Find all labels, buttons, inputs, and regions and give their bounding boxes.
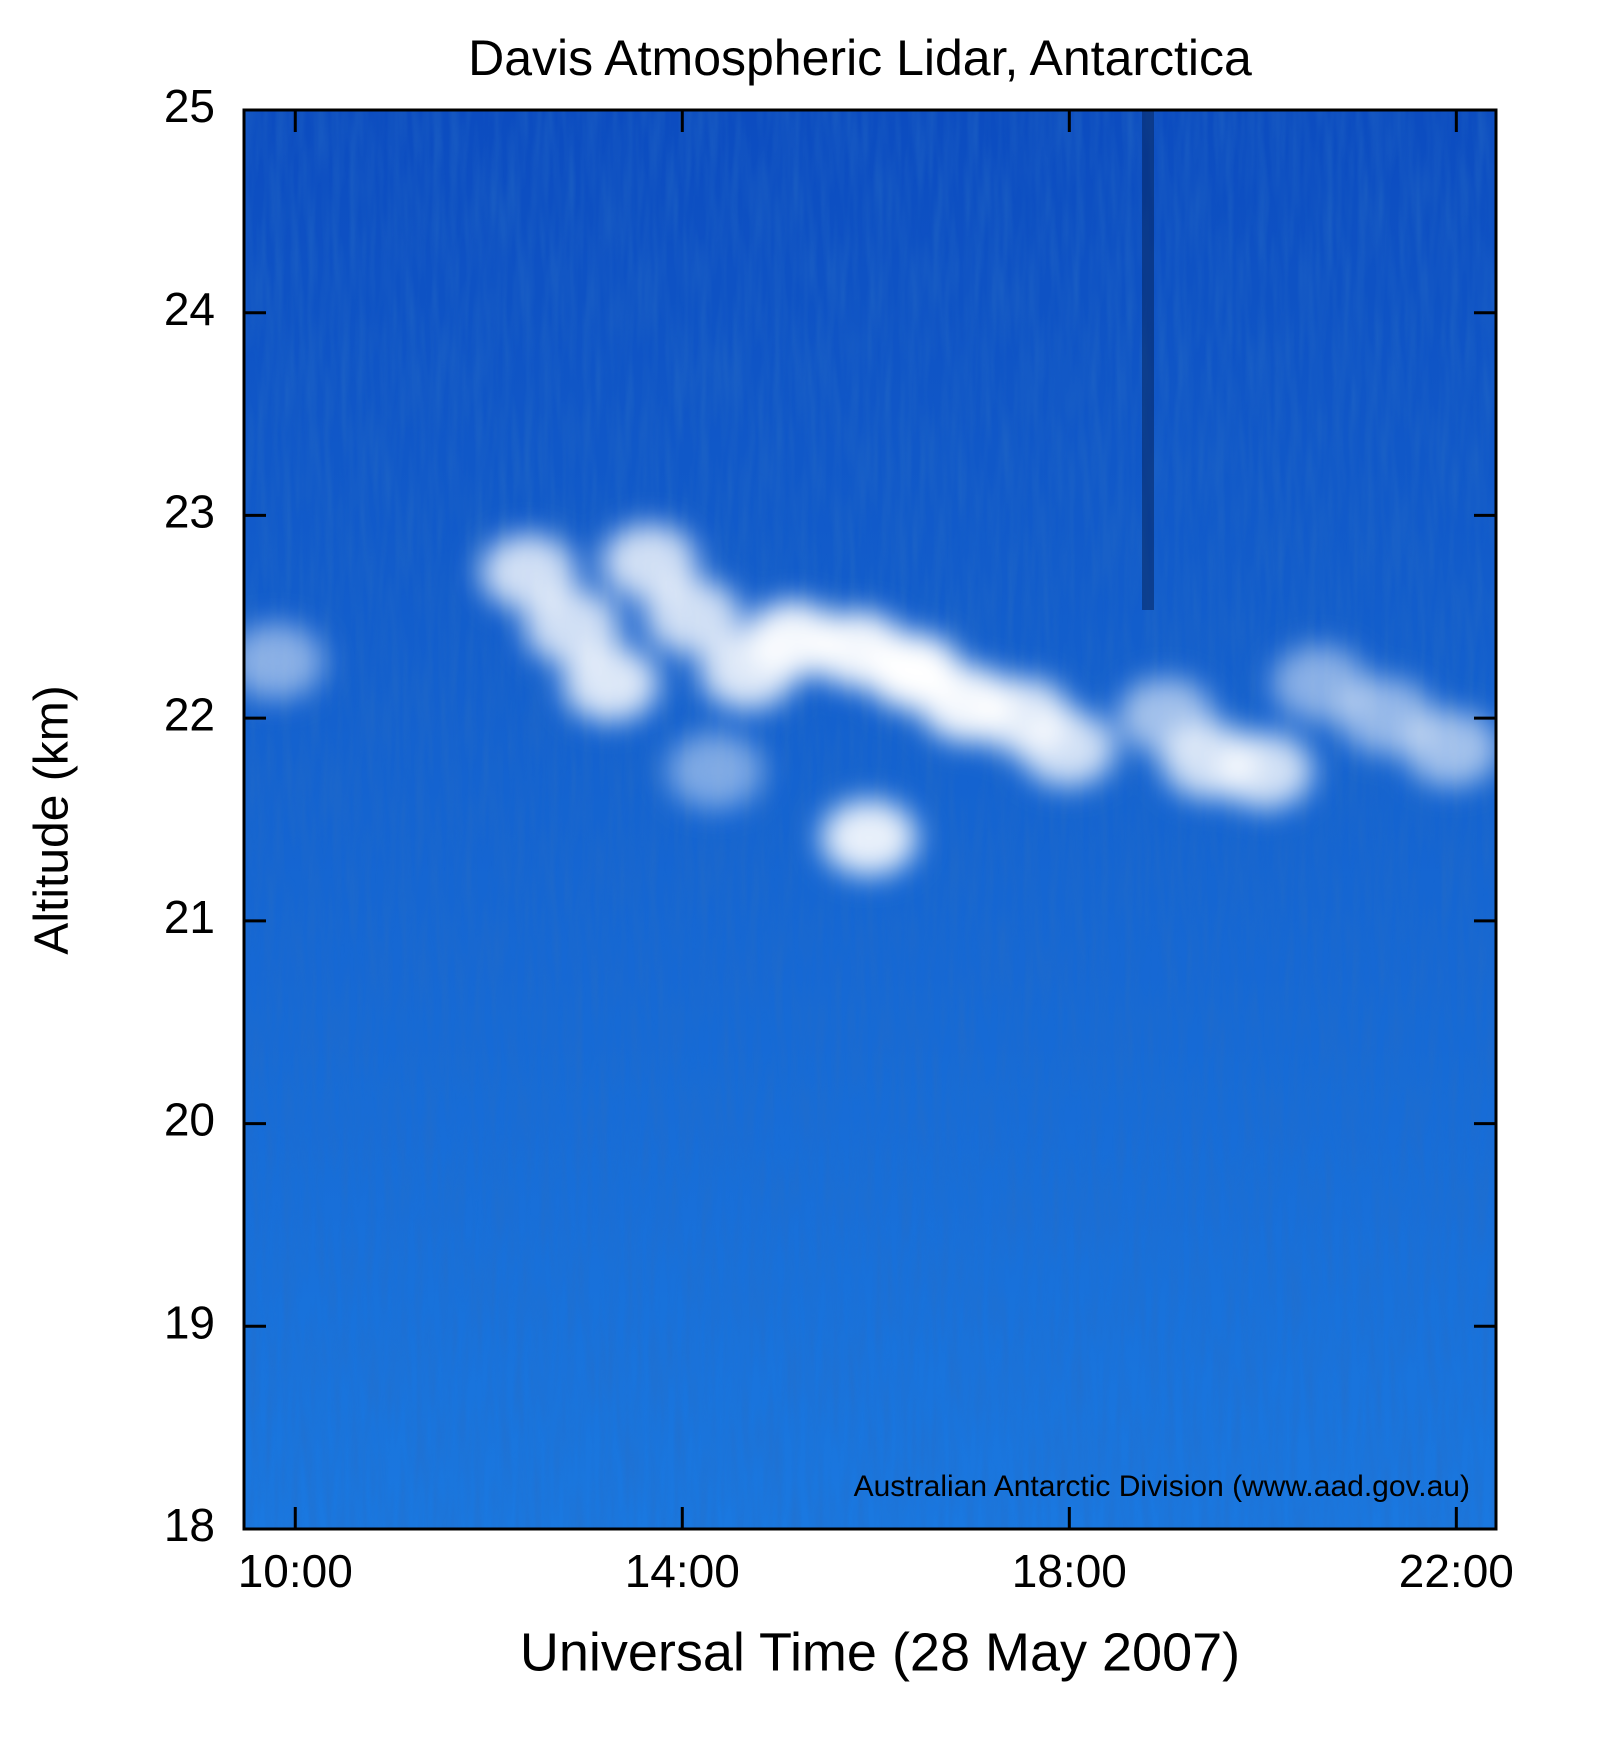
x-tick-label: 18:00 xyxy=(1012,1545,1127,1597)
y-tick-label: 25 xyxy=(164,80,215,132)
x-tick-label: 22:00 xyxy=(1399,1545,1514,1597)
y-tick-label: 22 xyxy=(164,688,215,740)
dark-stripe xyxy=(1142,110,1154,610)
cloud-blob xyxy=(1216,732,1313,809)
y-tick-label: 18 xyxy=(164,1499,215,1551)
cloud-blob xyxy=(562,645,659,722)
y-axis-label: Altitude (km) xyxy=(26,685,79,954)
x-tick-label: 10:00 xyxy=(238,1545,353,1597)
cloud-layer xyxy=(244,524,1496,876)
plot-area xyxy=(244,110,1496,1529)
y-tick-label: 21 xyxy=(164,891,215,943)
x-tick-label: 14:00 xyxy=(625,1545,740,1597)
annotation: Australian Antarctic Division (www.aad.g… xyxy=(854,1470,1470,1503)
chart-title: Davis Atmospheric Lidar, Antarctica xyxy=(468,30,1252,86)
cloud-blob xyxy=(667,732,764,809)
cloud-blob xyxy=(480,534,577,611)
cloud-blob xyxy=(601,524,698,601)
y-tick-label: 20 xyxy=(164,1094,215,1146)
cloud-blob xyxy=(523,588,620,665)
x-axis-label: Universal Time (28 May 2007) xyxy=(520,1622,1240,1682)
cloud-blob xyxy=(1403,710,1496,787)
y-tick-label: 23 xyxy=(164,486,215,538)
y-tick-label: 19 xyxy=(164,1296,215,1348)
plot-frame xyxy=(242,108,1498,1531)
cloud-blob xyxy=(644,578,741,655)
cloud-blob xyxy=(1019,710,1116,787)
y-tick-label: 24 xyxy=(164,283,215,335)
cloud-blob xyxy=(244,623,324,700)
cloud-blob xyxy=(821,799,918,876)
